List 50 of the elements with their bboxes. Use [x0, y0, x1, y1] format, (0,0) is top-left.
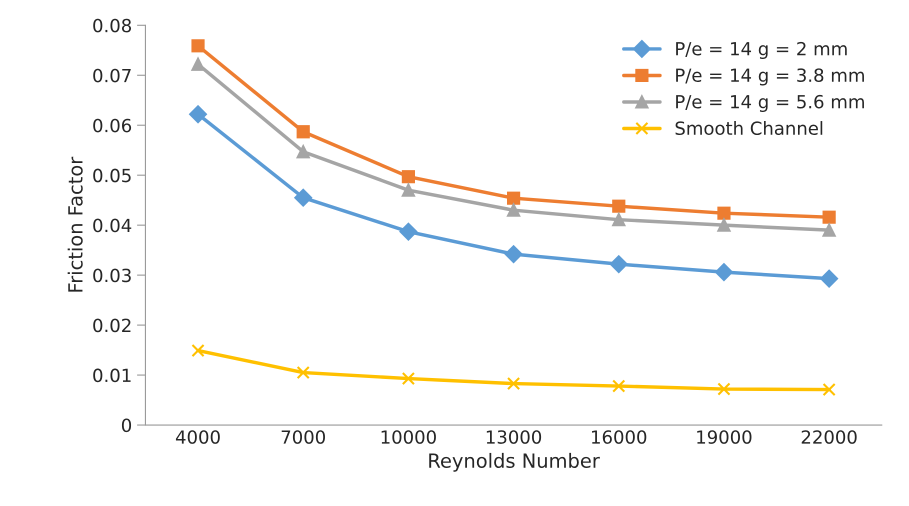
- legend-label: P/e = 14 g = 3.8 mm: [676, 68, 864, 86]
- y-tick-label: 0: [122, 418, 132, 432]
- x-tick-label: 7000: [282, 430, 325, 444]
- point: [504, 245, 522, 264]
- x-tick-label: 4000: [176, 430, 220, 444]
- point: [612, 213, 626, 226]
- point: [612, 200, 626, 213]
- legend-label: Smooth Channel: [676, 121, 822, 136]
- y-tick-label: 0.02: [93, 318, 130, 332]
- point: [296, 145, 310, 158]
- y-tick-label: 0.04: [93, 218, 132, 232]
- point: [400, 222, 418, 241]
- point: [717, 218, 731, 232]
- y-tick-label: 0.08: [93, 18, 132, 32]
- point: [294, 188, 312, 207]
- point: [717, 382, 731, 396]
- point: [191, 344, 205, 358]
- x-tick-label: 13000: [486, 430, 542, 444]
- point: [820, 270, 838, 288]
- legend-label: P/e = 14 g = 5.6 mm: [676, 94, 864, 112]
- x-tick-label: 22000: [802, 430, 857, 444]
- point: [191, 58, 205, 71]
- point: [822, 210, 836, 224]
- y-tick-label: 0.07: [93, 68, 131, 82]
- point: [189, 105, 207, 124]
- point: [296, 366, 310, 380]
- point: [506, 204, 520, 217]
- point: [612, 379, 626, 393]
- point: [506, 192, 520, 205]
- point: [717, 206, 731, 220]
- x-tick-label: 19000: [697, 430, 752, 444]
- point: [402, 184, 415, 197]
- point: [191, 39, 205, 52]
- point: [402, 170, 415, 184]
- y-tick-label: 0.05: [93, 168, 131, 182]
- y-axis-title: Friction Factor: [68, 156, 83, 292]
- y-tick-label: 0.06: [93, 118, 132, 132]
- point: [402, 372, 415, 386]
- y-tick-label: 0.03: [93, 268, 131, 282]
- point: [715, 263, 733, 282]
- point: [296, 125, 310, 138]
- point: [610, 255, 628, 274]
- y-tick-label: 0.01: [93, 368, 131, 382]
- legend-label: P/e = 14 g = 2 mm: [676, 42, 847, 60]
- x-axis-title: Reynolds Number: [429, 452, 600, 472]
- point: [506, 376, 520, 390]
- x-tick-label: 10000: [382, 430, 436, 444]
- point: [822, 224, 836, 237]
- point: [822, 382, 836, 396]
- x-tick-label: 16000: [592, 430, 646, 444]
